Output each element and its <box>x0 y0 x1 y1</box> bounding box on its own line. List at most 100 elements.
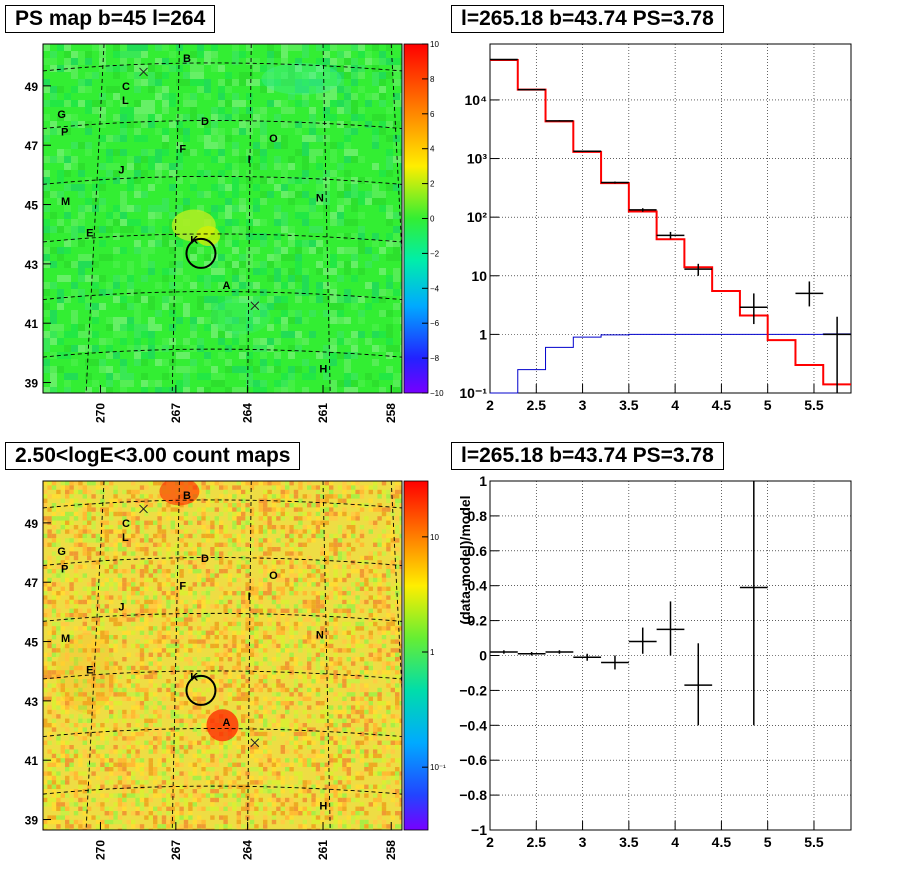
count-pixel <box>232 533 237 539</box>
ps-pixel <box>99 114 106 121</box>
ps-pixel <box>253 142 260 149</box>
count-pixel <box>346 533 351 539</box>
count-pixel <box>337 591 343 596</box>
ps-pixel <box>78 240 85 247</box>
count-pixel <box>82 621 87 627</box>
count-pixel <box>302 569 307 574</box>
count-pixel <box>113 727 118 732</box>
ps-pixel <box>127 373 134 380</box>
ps-pixel <box>323 93 330 100</box>
ps-pixel <box>99 121 106 128</box>
count-pixel <box>227 503 233 508</box>
count-pixel <box>289 687 294 693</box>
ps-pixel <box>260 107 267 114</box>
count-pixel <box>43 687 48 693</box>
count-pixel <box>298 586 303 591</box>
ps-pixel <box>351 205 358 212</box>
ps-pixel <box>323 114 330 121</box>
count-pixel <box>298 485 303 490</box>
count-pixel <box>254 736 259 741</box>
count-pixel <box>87 626 92 631</box>
ps-pixel <box>400 219 402 226</box>
count-pixel <box>139 771 145 776</box>
count-pixel <box>280 674 285 679</box>
count-pixel <box>175 718 180 723</box>
count-pixel <box>399 762 402 767</box>
count-pixel <box>267 494 272 499</box>
count-pixel <box>91 520 96 525</box>
count-pixel <box>175 529 180 534</box>
count-pixel <box>368 652 373 657</box>
ps-pixel <box>169 100 176 107</box>
count-pixel <box>144 503 149 508</box>
count-pixel <box>399 533 402 539</box>
ps-pixel <box>218 212 225 219</box>
count-pixel <box>104 538 109 543</box>
count-pixel <box>351 604 356 609</box>
ps-colorbar-label: −10 <box>430 389 444 398</box>
ps-pixel <box>155 114 162 121</box>
count-pixel <box>298 547 303 552</box>
ps-pixel <box>295 366 302 373</box>
ps-pixel <box>92 303 99 310</box>
count-pixel <box>263 626 268 631</box>
count-pixel <box>65 687 70 693</box>
count-pixel <box>47 652 52 657</box>
count-pixel <box>95 731 101 737</box>
count-pixel <box>285 687 290 693</box>
count-pixel <box>214 604 219 609</box>
count-pixel <box>320 630 325 635</box>
count-pixel <box>197 573 202 578</box>
ps-pixel <box>85 149 92 156</box>
count-pixel <box>82 525 87 530</box>
count-pixel <box>346 547 351 552</box>
count-pixel <box>179 516 184 521</box>
ps-pixel <box>190 331 197 338</box>
count-pixel <box>139 767 145 772</box>
count-pixel <box>386 679 391 684</box>
count-pixel <box>179 723 184 728</box>
ps-pixel <box>113 317 120 324</box>
ps-pixel <box>372 380 379 387</box>
count-pixel <box>82 648 87 653</box>
count-pixel <box>135 780 140 785</box>
count-pixel <box>399 511 402 517</box>
count-pixel <box>342 683 347 688</box>
count-pixel <box>324 485 329 490</box>
count-pixel <box>267 731 272 737</box>
count-pixel <box>311 573 316 578</box>
ps-pixel <box>288 380 295 387</box>
count-pixel <box>91 639 96 644</box>
ps-pixel <box>155 44 162 51</box>
ps-pixel <box>323 177 330 184</box>
ps-pixel <box>64 331 71 338</box>
ps-pixel <box>162 44 169 51</box>
count-pixel <box>73 551 79 556</box>
count-pixel <box>386 621 391 627</box>
ps-pixel <box>113 149 120 156</box>
count-pixel <box>359 582 365 587</box>
count-pixel <box>51 573 57 578</box>
ps-pixel <box>295 331 302 338</box>
count-pixel <box>56 542 61 547</box>
count-pixel <box>254 780 259 785</box>
count-pixel <box>170 723 175 728</box>
count-pixel <box>315 775 321 781</box>
ps-pixel <box>43 366 50 373</box>
count-pixel <box>307 740 312 745</box>
count-pixel <box>113 635 118 640</box>
count-pixel <box>95 679 101 684</box>
count-pixel <box>100 529 105 534</box>
ps-pixel <box>183 310 190 317</box>
ps-pixel <box>330 44 337 51</box>
count-pixel <box>241 683 246 688</box>
count-pixel <box>205 503 211 508</box>
count-pixel <box>223 507 228 512</box>
count-pixel <box>373 771 378 776</box>
ps-pixel <box>197 345 204 352</box>
count-pixel <box>131 736 136 741</box>
count-pixel <box>179 555 184 561</box>
ps-pixel <box>302 191 309 198</box>
count-pixel <box>258 621 263 627</box>
count-pixel <box>227 753 233 759</box>
